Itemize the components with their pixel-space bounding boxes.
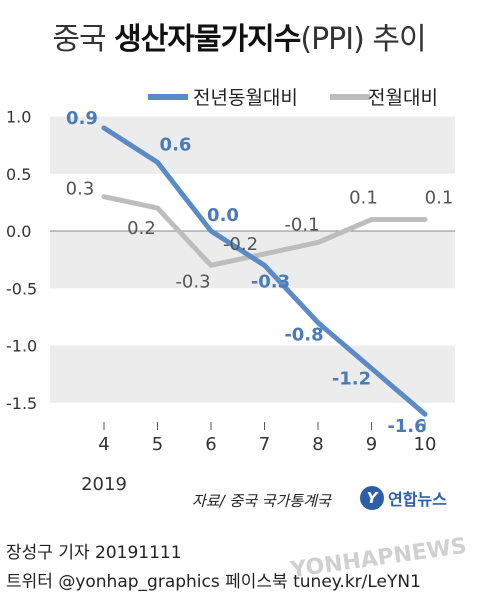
- mom-data-label: 0.2: [127, 218, 156, 239]
- series-line-mom: [101, 194, 428, 268]
- legend-label-0: 전년동월대비: [193, 87, 298, 109]
- x-tick-label: 6: [205, 434, 216, 455]
- logo-mark: Y: [360, 486, 384, 510]
- y-tick-label: 0.0: [6, 222, 31, 241]
- yoy-data-label: 0.9: [66, 108, 98, 129]
- title-prefix: 중국: [52, 22, 115, 57]
- y-tick-label: -1.5: [6, 394, 37, 413]
- x-tick-label: 4: [98, 434, 109, 455]
- band-0: [50, 116, 455, 174]
- title-bold: 생산자물가지수: [114, 22, 301, 57]
- x-tick-label: 9: [366, 434, 377, 455]
- legend-label-1: 전월대비: [368, 87, 438, 109]
- title-suffix: (PPI) 추이: [300, 22, 426, 57]
- mom-data-label: -0.1: [284, 214, 319, 235]
- social-credit: 트위터 @yonhap_graphics 페이스북 tuney.kr/LeYN1: [6, 572, 421, 592]
- band-2: [50, 345, 455, 403]
- y-tick-label: -0.5: [6, 279, 37, 298]
- x-tick-label: 8: [312, 434, 323, 455]
- chart-card: 중국 생산자물가지수(PPI) 추이 1.0 0.5 0.0 -0.5 -1.0 -1.5…: [0, 14, 478, 510]
- reporter-credit: 장성구 기자 20191111: [6, 543, 182, 563]
- yoy-data-label: -0.3: [251, 271, 290, 292]
- y-tick-label: -1.0: [6, 337, 37, 356]
- mom-data-label: 0.3: [66, 179, 95, 200]
- yonhap-logo: Y 연합뉴스: [360, 486, 447, 510]
- chart-title: 중국 생산자물가지수(PPI) 추이: [0, 14, 478, 58]
- yoy-data-label: -1.2: [332, 368, 371, 389]
- line-chart: 1.0 0.5 0.0 -0.5 -1.0 -1.5 4 5 6 7 8 9 10 2019 전년동월대비 전…: [6, 87, 455, 495]
- mom-data-label: 0.1: [425, 188, 454, 209]
- mom-data-label: -0.3: [175, 271, 210, 292]
- y-tick-label: 0.5: [6, 165, 31, 184]
- mom-data-label: 0.1: [349, 188, 378, 209]
- yoy-data-label: -0.8: [284, 325, 323, 346]
- yoy-data-label: -1.6: [387, 416, 426, 437]
- logo-text: 연합뉴스: [388, 490, 447, 509]
- x-tick-label: 5: [152, 434, 163, 455]
- mom-data-label: -0.2: [223, 234, 258, 255]
- y-tick-label: 1.0: [6, 108, 31, 127]
- x-tick-label: 7: [259, 434, 270, 455]
- x-tick-label: 10: [414, 434, 437, 455]
- x-year-label: 2019: [81, 474, 127, 495]
- yoy-data-label: 0.0: [207, 205, 239, 226]
- series-line-yoy: [101, 125, 428, 417]
- yoy-data-label: 0.6: [160, 134, 192, 155]
- source-note: 자료/ 중국 국가통계국: [192, 492, 331, 510]
